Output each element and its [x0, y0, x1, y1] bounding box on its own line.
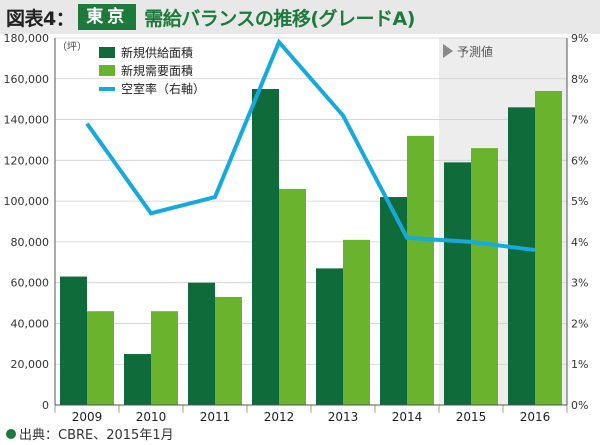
bar-supply [444, 162, 471, 405]
y-tick-right: 0% [571, 399, 588, 412]
bar-supply [188, 282, 215, 405]
bar-supply [316, 268, 343, 405]
bar-demand [215, 296, 242, 405]
x-tick-label: 2015 [456, 410, 487, 424]
legend-label: 新規供給面積 [121, 45, 193, 60]
bullet-dot-icon [6, 428, 16, 439]
title-row: 図表4： 東京 需給バランスの推移(グレードA) [6, 4, 415, 30]
legend-label: 新規需要面積 [121, 63, 193, 78]
y-tick-right: 4% [571, 236, 588, 249]
play-triangle-icon [443, 44, 453, 58]
y-tick-left: 100,000 [4, 195, 50, 208]
y-tick-right: 1% [571, 358, 588, 371]
y-tick-left: 20,000 [11, 358, 50, 371]
source-note: 出典：CBRE、2015年1月 [6, 424, 174, 443]
bar-demand [87, 311, 114, 405]
y-tick-left: 0 [42, 399, 49, 412]
bar-demand [471, 148, 498, 405]
bar-supply [252, 88, 279, 405]
x-tick-label: 2011 [200, 410, 231, 424]
x-tick-label: 2012 [264, 410, 295, 424]
bar-demand [279, 188, 306, 405]
x-tick-label: 2010 [136, 410, 167, 424]
legend-swatch [99, 87, 115, 91]
y-tick-right: 5% [571, 195, 588, 208]
y-tick-right: 6% [571, 154, 588, 167]
left-axis-unit: （坪） [57, 40, 87, 53]
bar-demand [535, 91, 562, 405]
chart-header: 図表4： 東京 需給バランスの推移(グレードA) [0, 0, 600, 34]
y-tick-right: 8% [571, 73, 588, 86]
y-tick-left: 40,000 [11, 317, 50, 330]
y-tick-right: 2% [571, 317, 588, 330]
x-tick-label: 2009 [72, 410, 103, 424]
city-badge: 東京 [78, 4, 137, 30]
y-tick-left: 180,000 [4, 34, 50, 45]
chart-area: 予測値 0 0% 20,000 1% 40,000 2% 60,000 3% 80,000 4% 10… [0, 32, 600, 424]
x-tick-label: 2016 [520, 410, 551, 424]
vacancy-line [85, 38, 536, 253]
source-text: 出典：CBRE、2015年1月 [19, 428, 174, 443]
bar-supply [508, 107, 535, 406]
y-tick-right: 9% [571, 34, 588, 45]
legend-swatch [99, 47, 115, 58]
legend-swatch [99, 65, 115, 76]
y-tick-left: 120,000 [4, 154, 50, 167]
bar-demand [343, 239, 370, 405]
chart-title: 需給バランスの推移(グレードA) [144, 7, 415, 30]
bar-supply [60, 276, 87, 405]
bar-supply [124, 354, 151, 405]
forecast-label: 予測値 [457, 44, 493, 59]
y-tick-left: 160,000 [4, 73, 50, 86]
y-tick-right: 7% [571, 114, 588, 127]
y-tick-left: 140,000 [4, 114, 50, 127]
y-tick-left: 60,000 [11, 277, 50, 290]
y-tick-right: 3% [571, 277, 588, 290]
chart-svg: 予測値 0 0% 20,000 1% 40,000 2% 60,000 3% 80,000 4% 10… [4, 32, 589, 424]
bar-demand [407, 135, 434, 405]
bar-demand [151, 311, 178, 405]
legend-label: 空室率（右軸） [121, 81, 205, 96]
x-tick-label: 2014 [392, 410, 423, 424]
y-tick-left: 80,000 [11, 236, 50, 249]
x-tick-label: 2013 [328, 410, 359, 424]
figure-label: 図表4： [6, 7, 75, 30]
